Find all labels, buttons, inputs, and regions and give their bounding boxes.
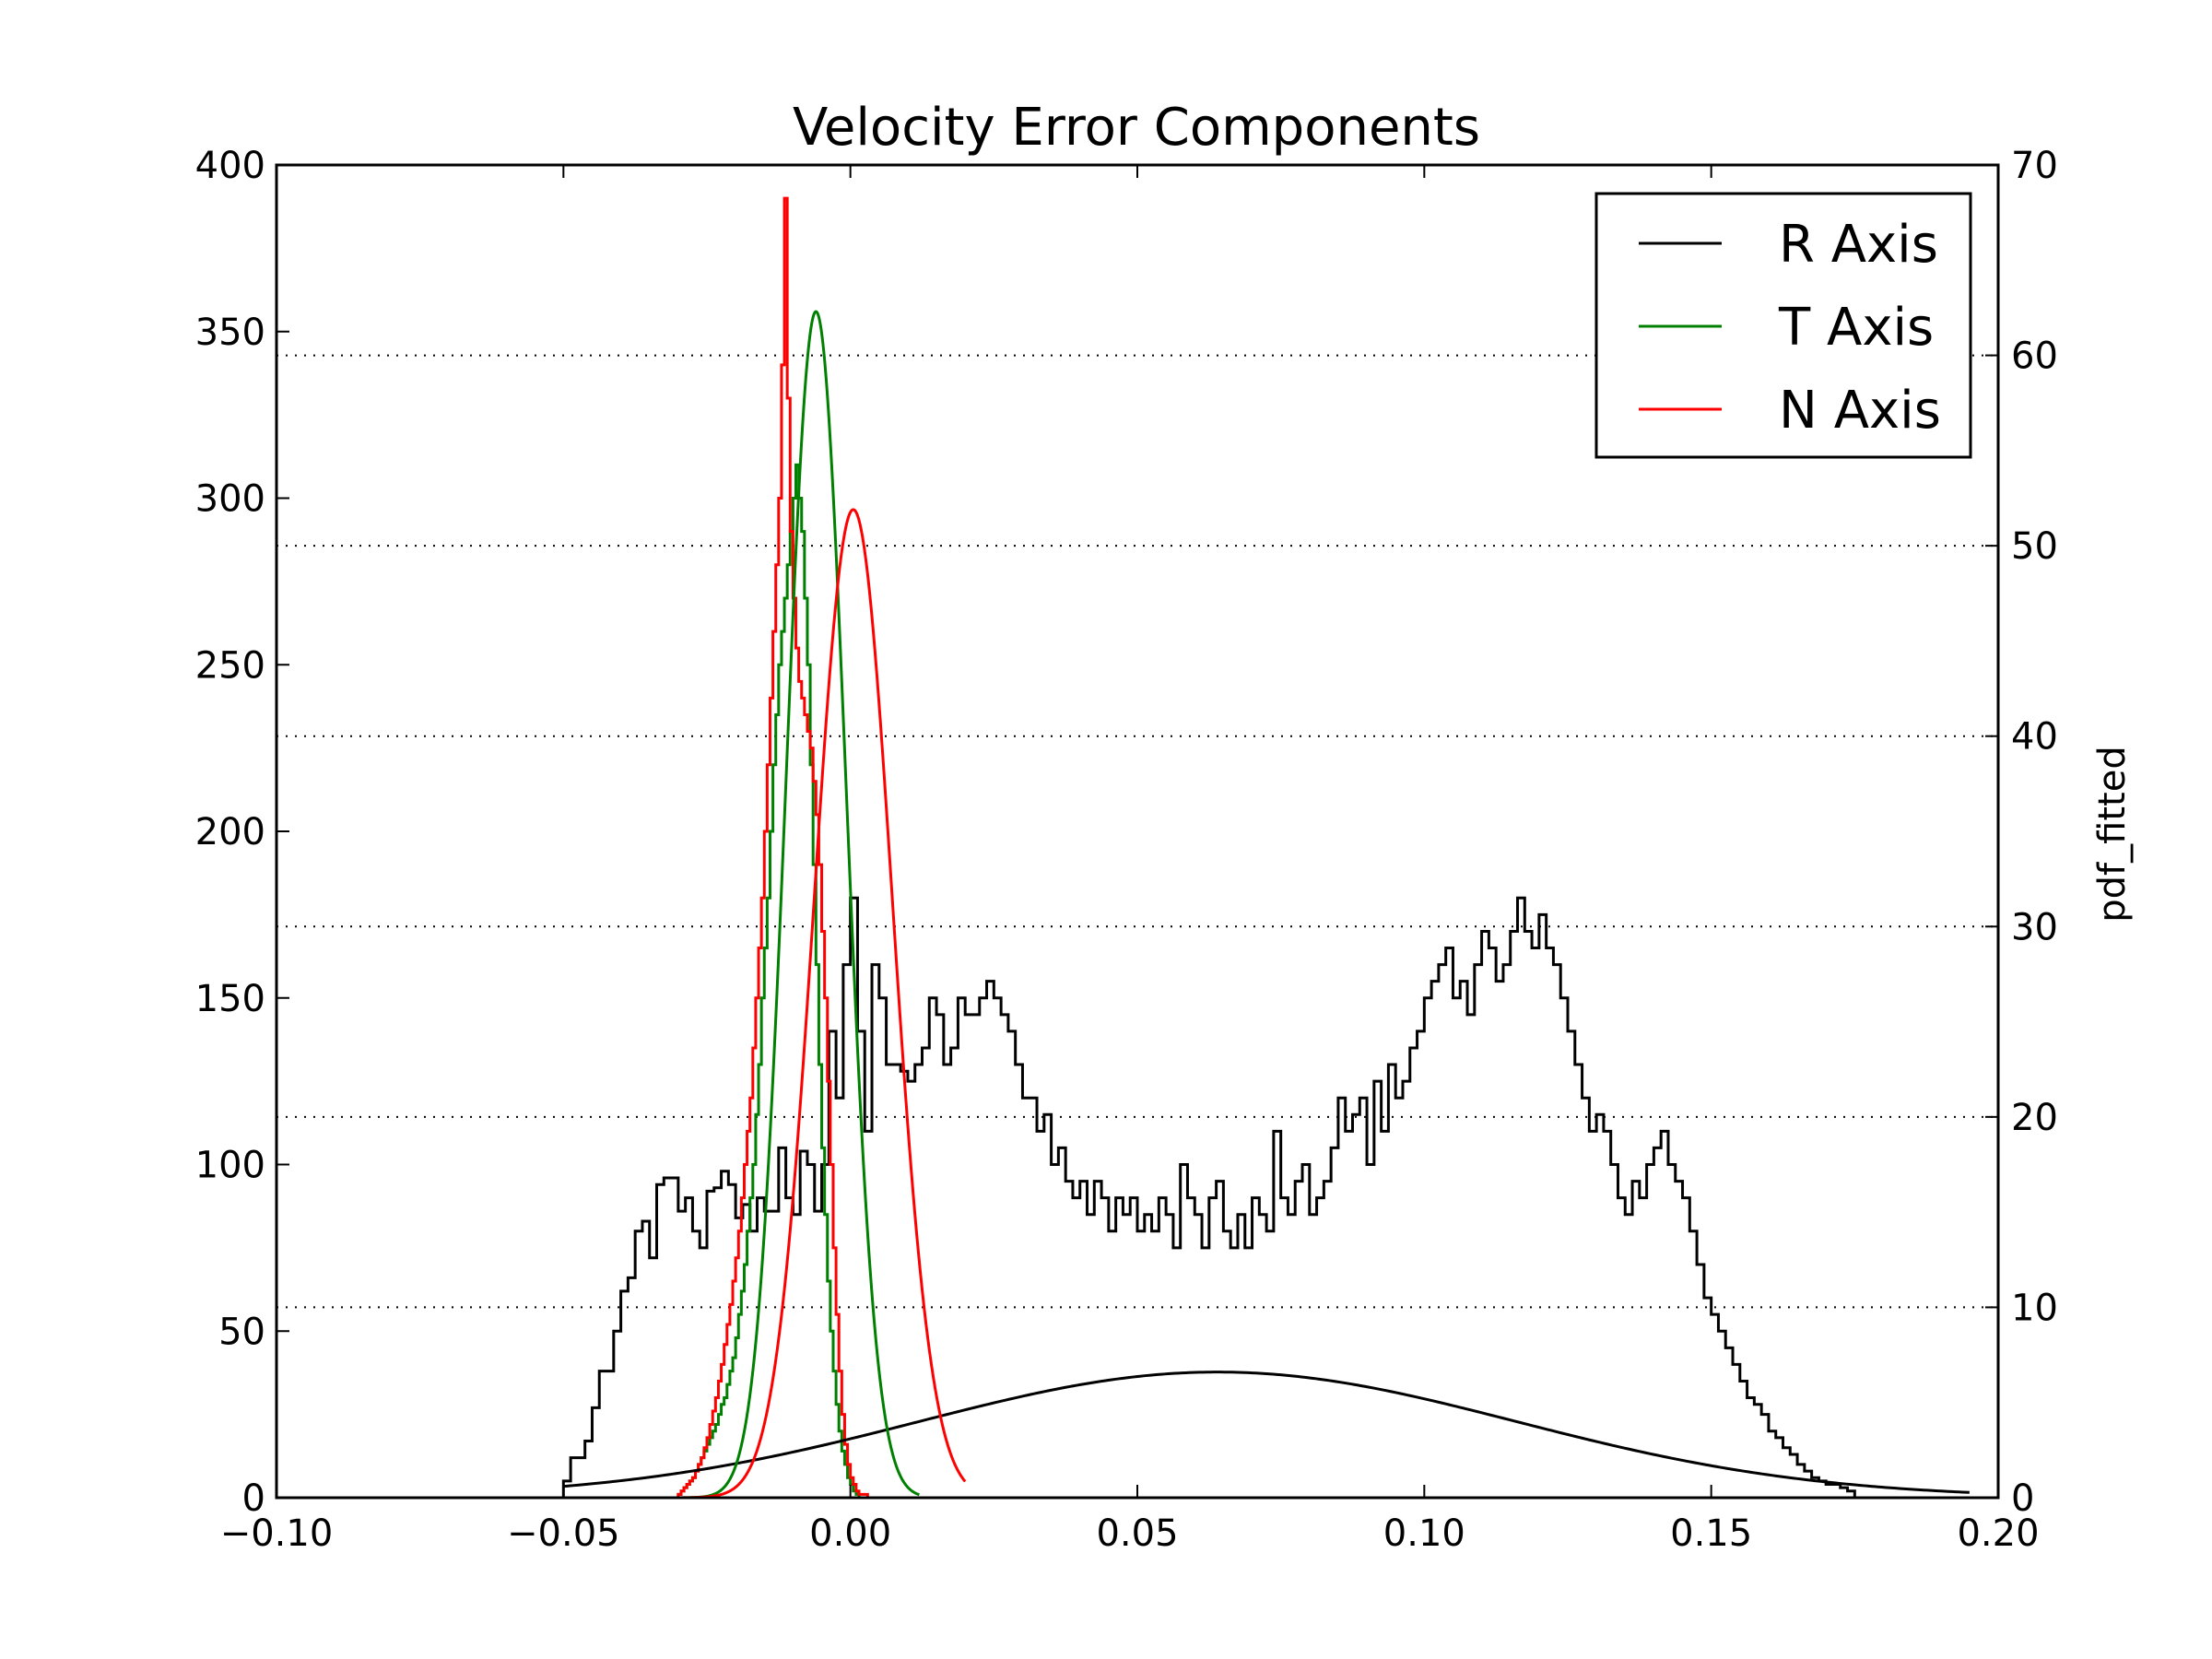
legend-label: N Axis xyxy=(1779,381,1941,441)
x-tick-label: −0.10 xyxy=(220,1512,334,1555)
y-tick-label: 250 xyxy=(195,644,265,687)
fitted-curve-t-axis xyxy=(677,310,920,1500)
y-right-tick-label: 20 xyxy=(2011,1097,2058,1139)
fitted-curve-layer xyxy=(563,310,1970,1500)
x-tick-label: 0.00 xyxy=(809,1512,891,1555)
histogram-layer xyxy=(561,196,1856,1498)
chart-title: Velocity Error Components xyxy=(793,98,1480,158)
y-right-tick-label: 70 xyxy=(2011,145,2058,187)
x-tick-label: 0.15 xyxy=(1670,1512,1752,1555)
grid-lines xyxy=(276,354,1998,1309)
y-tick-label: 350 xyxy=(195,312,265,354)
legend-label: R Axis xyxy=(1779,215,1938,275)
y-tick-label: 300 xyxy=(195,478,265,521)
histogram-r-axis xyxy=(561,896,1856,1498)
x-axis: −0.10 −0.05 0.00 0.05 0.10 0.15 0.20 xyxy=(220,165,2040,1555)
y-right-tick-label: 10 xyxy=(2011,1287,2058,1329)
y-tick-label: 200 xyxy=(195,811,265,853)
fitted-curve-n-axis xyxy=(677,508,967,1500)
right-axis-label: pdf_fitted xyxy=(2091,746,2134,922)
y-tick-label: 400 xyxy=(195,145,265,187)
legend: R Axis T Axis N Axis xyxy=(1594,192,1972,459)
y-tick-label: 0 xyxy=(242,1477,265,1520)
x-tick-label: −0.05 xyxy=(507,1512,620,1555)
fitted-curve-r-axis xyxy=(563,1371,1970,1494)
y-right-tick-label: 50 xyxy=(2011,525,2058,568)
y-tick-label: 100 xyxy=(195,1145,265,1187)
y-tick-label: 150 xyxy=(195,978,265,1020)
y-axis-right: 0 10 20 30 40 50 60 70 xyxy=(1985,145,2058,1520)
histogram-t-axis xyxy=(677,463,861,1498)
y-right-tick-label: 0 xyxy=(2011,1477,2034,1520)
y-tick-label: 50 xyxy=(218,1311,265,1353)
x-tick-label: 0.05 xyxy=(1096,1512,1178,1555)
histogram-n-axis xyxy=(677,196,869,1498)
y-right-tick-label: 30 xyxy=(2011,906,2058,948)
x-tick-label: 0.20 xyxy=(1957,1512,2039,1555)
x-tick-label: 0.10 xyxy=(1383,1512,1465,1555)
y-axis-left: 0 50 100 150 200 250 300 350 400 xyxy=(195,145,289,1520)
y-right-tick-label: 60 xyxy=(2011,335,2058,378)
y-right-tick-label: 40 xyxy=(2011,716,2058,759)
legend-label: T Axis xyxy=(1778,298,1934,358)
